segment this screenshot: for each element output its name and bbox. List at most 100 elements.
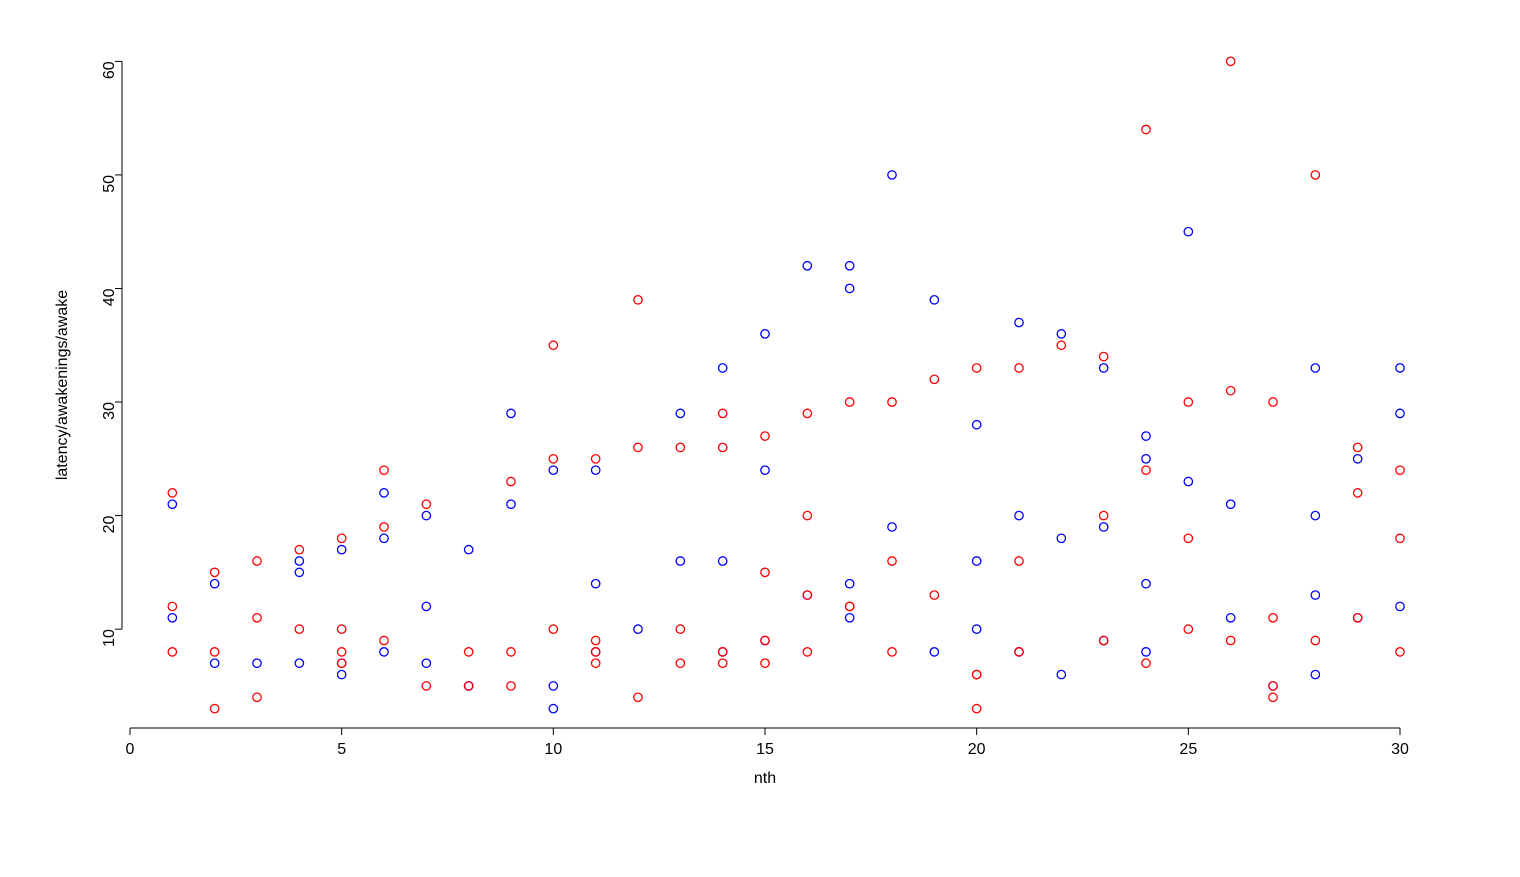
data-point <box>210 568 218 576</box>
y-tick-label: 60 <box>101 61 118 79</box>
data-point <box>337 625 345 633</box>
data-point <box>1099 364 1107 372</box>
x-tick-label: 20 <box>968 741 986 758</box>
data-point <box>803 591 811 599</box>
data-point <box>930 591 938 599</box>
data-point <box>803 409 811 417</box>
data-point <box>1142 648 1150 656</box>
data-point <box>1184 227 1192 235</box>
data-point <box>1269 398 1277 406</box>
data-point <box>549 455 557 463</box>
data-point <box>507 477 515 485</box>
data-point <box>1311 511 1319 519</box>
data-point <box>972 364 980 372</box>
data-point <box>168 614 176 622</box>
data-point <box>972 670 980 678</box>
data-point <box>1099 511 1107 519</box>
data-point <box>1353 489 1361 497</box>
data-point <box>1015 318 1023 326</box>
data-point <box>549 466 557 474</box>
data-point <box>803 648 811 656</box>
data-point <box>634 693 642 701</box>
data-point <box>803 262 811 270</box>
data-point <box>718 659 726 667</box>
data-point <box>591 455 599 463</box>
data-point <box>1226 500 1234 508</box>
data-point <box>972 421 980 429</box>
x-tick-label: 10 <box>544 741 562 758</box>
data-point <box>210 704 218 712</box>
data-point <box>380 489 388 497</box>
data-point <box>464 648 472 656</box>
scatter-chart: 051015202530102030405060nthlatency/awake… <box>0 0 1520 877</box>
data-point <box>676 659 684 667</box>
data-point <box>591 659 599 667</box>
data-point <box>1353 443 1361 451</box>
data-point <box>507 682 515 690</box>
data-point <box>1184 534 1192 542</box>
data-point <box>549 625 557 633</box>
data-point <box>380 534 388 542</box>
data-point <box>888 648 896 656</box>
data-point <box>1099 523 1107 531</box>
data-point <box>1396 364 1404 372</box>
data-point <box>380 523 388 531</box>
data-point <box>1057 341 1065 349</box>
data-point <box>1311 171 1319 179</box>
y-tick-label: 20 <box>101 515 118 533</box>
data-point <box>1311 364 1319 372</box>
data-point <box>168 500 176 508</box>
data-point <box>761 636 769 644</box>
data-point <box>634 443 642 451</box>
data-point <box>676 409 684 417</box>
x-tick-label: 5 <box>337 741 346 758</box>
data-point <box>591 580 599 588</box>
data-point <box>1057 670 1065 678</box>
data-point <box>380 466 388 474</box>
data-point <box>1015 364 1023 372</box>
data-point <box>253 557 261 565</box>
data-point <box>1269 614 1277 622</box>
data-point <box>1269 682 1277 690</box>
data-point <box>168 489 176 497</box>
x-tick-label: 30 <box>1391 741 1409 758</box>
data-point <box>507 500 515 508</box>
data-point <box>1396 602 1404 610</box>
data-point <box>1142 580 1150 588</box>
data-point <box>1353 455 1361 463</box>
data-point <box>507 648 515 656</box>
data-point <box>1269 693 1277 701</box>
data-point <box>168 648 176 656</box>
data-point <box>1099 636 1107 644</box>
chart-svg: 051015202530102030405060nthlatency/awake… <box>0 0 1520 877</box>
data-point <box>253 659 261 667</box>
data-point <box>1353 614 1361 622</box>
data-point <box>1142 466 1150 474</box>
data-point <box>380 636 388 644</box>
data-point <box>1311 591 1319 599</box>
data-point <box>210 648 218 656</box>
data-point <box>761 568 769 576</box>
data-point <box>972 557 980 565</box>
data-point <box>718 409 726 417</box>
data-point <box>1184 398 1192 406</box>
data-point <box>845 602 853 610</box>
data-point <box>1226 57 1234 65</box>
data-point <box>210 659 218 667</box>
data-point <box>422 659 430 667</box>
data-point <box>676 625 684 633</box>
data-point <box>168 602 176 610</box>
data-point <box>930 375 938 383</box>
data-point <box>1184 477 1192 485</box>
data-point <box>1311 636 1319 644</box>
data-point <box>888 171 896 179</box>
data-point <box>295 659 303 667</box>
data-point <box>295 568 303 576</box>
data-point <box>845 398 853 406</box>
data-point <box>845 580 853 588</box>
data-point <box>634 625 642 633</box>
data-point <box>549 341 557 349</box>
x-tick-label: 25 <box>1179 741 1197 758</box>
data-point <box>295 545 303 553</box>
data-point <box>845 284 853 292</box>
